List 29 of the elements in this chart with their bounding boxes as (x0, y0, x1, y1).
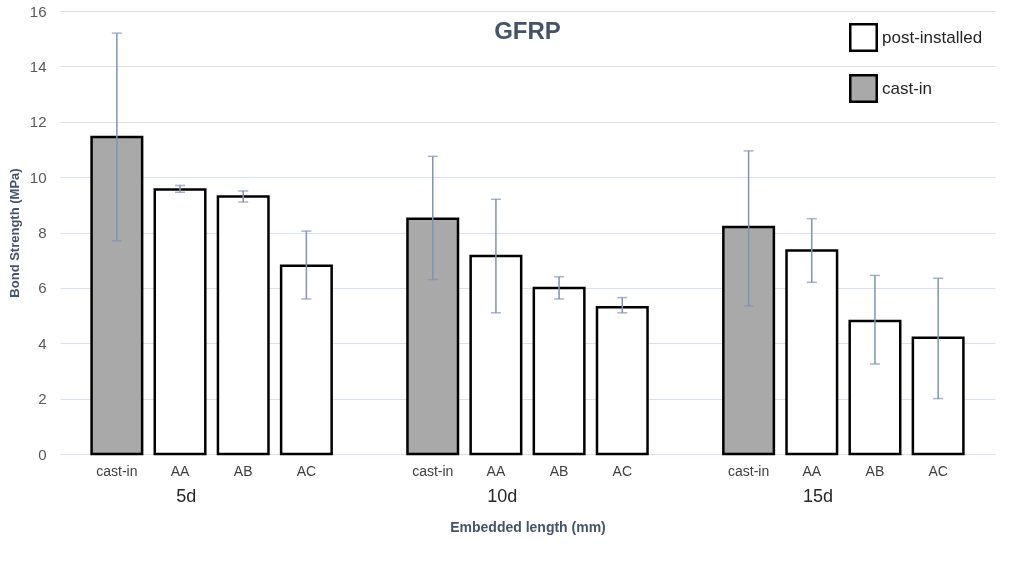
x-tick-label: AC (296, 462, 317, 479)
y-tick-label: 16 (29, 2, 47, 20)
x-tick-label: AA (486, 462, 506, 479)
x-tick-label: cast-in (412, 462, 454, 479)
x-tick-label: AB (865, 462, 885, 479)
y-tick-label: 6 (38, 279, 47, 297)
x-tick-label: AC (928, 462, 948, 479)
x-tick-label: AB (549, 462, 569, 479)
text: 5d (176, 486, 197, 506)
y-tick-label: 12 (29, 113, 47, 131)
x-tick-label: AB (233, 462, 253, 479)
x-tick-label: cast-in (96, 462, 138, 479)
legend-label: post-installed (882, 27, 983, 47)
x-tick-label: cast-in (728, 462, 770, 479)
y-tick-label: 0 (38, 445, 47, 463)
text: 15d (803, 486, 834, 506)
y-tick-label: 14 (29, 57, 47, 75)
chart-title: GFRP (494, 17, 561, 44)
x-tick-label: AC (612, 462, 632, 479)
x-axis-title: Embedded length (mm) (450, 518, 606, 535)
y-tick-label: 8 (38, 224, 47, 241)
text: 10d (487, 486, 518, 506)
legend-label: cast-in (882, 78, 933, 98)
x-tick-label: AA (802, 462, 822, 479)
y-axis-title: Bond Strength (MPa) (6, 168, 22, 298)
y-tick-label: 10 (29, 168, 47, 186)
y-tick-label: 4 (38, 334, 47, 352)
x-tick-label: AA (170, 462, 191, 479)
y-tick-label: 2 (38, 390, 47, 408)
